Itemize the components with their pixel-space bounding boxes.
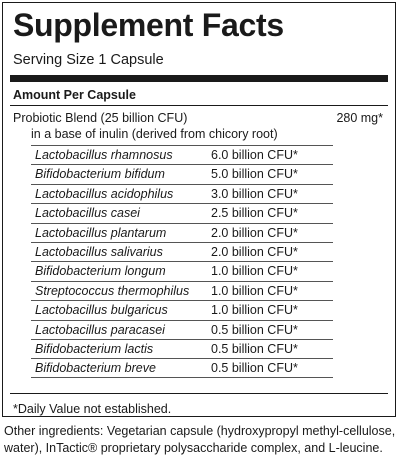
strain-amount: 0.5 billion CFU* (211, 361, 298, 376)
strain-amount: 2.5 billion CFU* (211, 206, 298, 221)
header-divider (10, 105, 388, 106)
table-row: Lactobacillus rhamnosus 6.0 billion CFU* (31, 145, 333, 164)
strain-name: Bifidobacterium bifidum (35, 167, 165, 182)
other-ingredients: Other ingredients: Vegetarian capsule (h… (4, 424, 396, 455)
strain-table: Lactobacillus rhamnosus 6.0 billion CFU* … (31, 145, 333, 378)
strain-name: Lactobacillus casei (35, 206, 140, 221)
strain-amount: 1.0 billion CFU* (211, 303, 298, 318)
table-row: Lactobacillus paracasei 0.5 billion CFU* (31, 319, 333, 339)
label-title: Supplement Facts (13, 7, 284, 43)
supplement-facts-panel: Supplement Facts Serving Size 1 Capsule … (2, 2, 396, 417)
footer-divider (10, 393, 388, 394)
strain-amount: 2.0 billion CFU* (211, 244, 298, 259)
amount-per-capsule-header: Amount Per Capsule (13, 88, 136, 102)
table-row: Lactobacillus acidophilus 3.0 billion CFU… (31, 183, 333, 203)
blend-base: in a base of inulin (derived from chicor… (31, 127, 278, 141)
table-row: Streptococcus thermophilus 1.0 billion CF… (31, 280, 333, 300)
daily-value-footnote: *Daily Value not established. (13, 402, 172, 416)
blend-name: Probiotic Blend (25 billion CFU) (13, 111, 188, 125)
strain-amount: 1.0 billion CFU* (211, 283, 298, 298)
strain-amount: 1.0 billion CFU* (211, 264, 298, 279)
strain-name: Lactobacillus bulgaricus (35, 303, 168, 318)
table-row: Bifidobacterium bifidum 5.0 billion CFU* (31, 164, 333, 183)
strain-name: Bifidobacterium longum (35, 264, 166, 279)
strain-amount: 5.0 billion CFU* (211, 167, 298, 182)
strain-name: Lactobacillus paracasei (35, 322, 165, 337)
strain-amount: 3.0 billion CFU* (211, 186, 298, 201)
table-row: Lactobacillus salivarius 2.0 billion CFU* (31, 241, 333, 261)
strain-amount: 2.0 billion CFU* (211, 225, 298, 240)
table-row: Lactobacillus casei 2.5 billion CFU* (31, 203, 333, 222)
strain-name: Lactobacillus plantarum (35, 225, 167, 240)
serving-size: Serving Size 1 Capsule (13, 52, 164, 68)
strain-amount: 0.5 billion CFU* (211, 322, 298, 337)
table-row: Bifidobacterium longum 1.0 billion CFU* (31, 261, 333, 280)
thick-divider (10, 75, 388, 82)
table-row: Bifidobacterium lactis 0.5 billion CFU* (31, 338, 333, 358)
strain-name: Streptococcus thermophilus (35, 283, 190, 298)
strain-name: Lactobacillus rhamnosus (35, 148, 173, 162)
strain-name: Lactobacillus acidophilus (35, 186, 174, 201)
table-row: Bifidobacterium breve 0.5 billion CFU* (31, 358, 333, 378)
table-row: Lactobacillus plantarum 2.0 billion CFU* (31, 222, 333, 242)
strain-name: Lactobacillus salivarius (35, 244, 163, 259)
strain-name: Bifidobacterium breve (35, 361, 156, 376)
strain-name: Bifidobacterium lactis (35, 341, 154, 356)
blend-amount: 280 mg* (336, 111, 383, 125)
strain-amount: 6.0 billion CFU* (211, 148, 298, 162)
strain-amount: 0.5 billion CFU* (211, 341, 298, 356)
table-row: Lactobacillus bulgaricus 1.0 billion CFU* (31, 300, 333, 319)
